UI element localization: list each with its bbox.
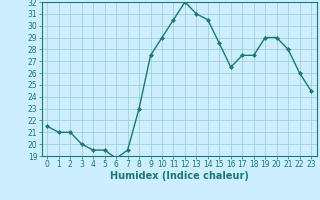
X-axis label: Humidex (Indice chaleur): Humidex (Indice chaleur)	[110, 171, 249, 181]
